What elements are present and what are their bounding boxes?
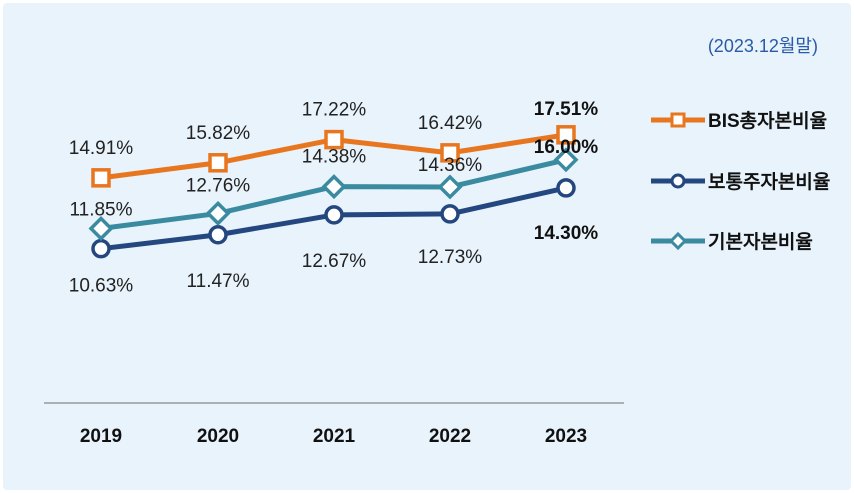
x-tick-2019: 2019 <box>80 426 122 447</box>
x-axis-ticks: 2019 2020 2021 2022 2023 <box>80 426 587 447</box>
bis-total-legend-label: BIS총자본비율 <box>708 110 827 132</box>
common-equity-label-2021: 12.67% <box>302 251 367 272</box>
common-equity-legend-marker <box>670 173 686 189</box>
tier1-marker-2019 <box>88 216 114 241</box>
bis-total-marker-2019 <box>91 168 111 188</box>
x-tick-2021: 2021 <box>313 426 356 447</box>
x-tick-2020: 2020 <box>197 426 239 447</box>
bis-total-marker-2022 <box>440 143 460 163</box>
bis-total-label-2019: 14.91% <box>69 138 134 159</box>
common-equity-marker-2020 <box>208 225 228 245</box>
bis-total-label-2022: 16.42% <box>418 113 483 134</box>
common-equity-marker-2022 <box>440 204 460 224</box>
tier1-label-2020: 12.76% <box>186 175 251 196</box>
x-tick-2022: 2022 <box>429 426 471 447</box>
tier1-legend-marker <box>668 231 688 251</box>
bis-total-label-2021: 17.22% <box>302 100 367 121</box>
tier1-label-2022: 14.36% <box>418 155 483 176</box>
common-equity-label-2023: 14.30% <box>534 223 599 244</box>
common-equity-marker-2021 <box>324 205 344 225</box>
bis-total-marker-2023 <box>556 125 576 145</box>
common-equity-marker-2023 <box>556 178 576 198</box>
tier1-marker-2022 <box>437 174 463 200</box>
tier1-marker-2023 <box>553 147 579 173</box>
common-equity-label-2020: 11.47% <box>186 271 249 292</box>
bis-total-marker-2021 <box>324 129 344 150</box>
data-labels: 14.91% 15.82% 17.22% 16.42% 17.51% 10.63% 11.4… <box>69 99 599 297</box>
series-markers <box>88 125 579 259</box>
bis-total-marker-2020 <box>208 153 228 173</box>
tier1-label-2019: 11.85% <box>69 199 132 220</box>
common-equity-legend-label: 보통주자본비율 <box>708 171 830 193</box>
common-equity-label-2019: 10.63% <box>69 276 134 297</box>
x-tick-2023: 2023 <box>545 426 587 447</box>
bis-total-legend-marker <box>670 112 686 128</box>
tier1-label-2023: 16.00% <box>534 137 599 158</box>
tier1-label-2021: 14.38% <box>302 147 367 168</box>
chart-background <box>3 3 851 490</box>
common-equity-marker-2019 <box>91 238 111 259</box>
bis-total-label-2020: 15.82% <box>186 123 251 144</box>
period-note: (2023.12월말) <box>708 36 818 56</box>
bis-total-label-2023: 17.51% <box>534 99 599 120</box>
tier1-legend-label: 기본자본비율 <box>708 231 813 253</box>
common-equity-label-2022: 12.73% <box>418 247 483 268</box>
tier1-marker-2021 <box>321 174 347 200</box>
tier1-marker-2020 <box>205 200 231 226</box>
